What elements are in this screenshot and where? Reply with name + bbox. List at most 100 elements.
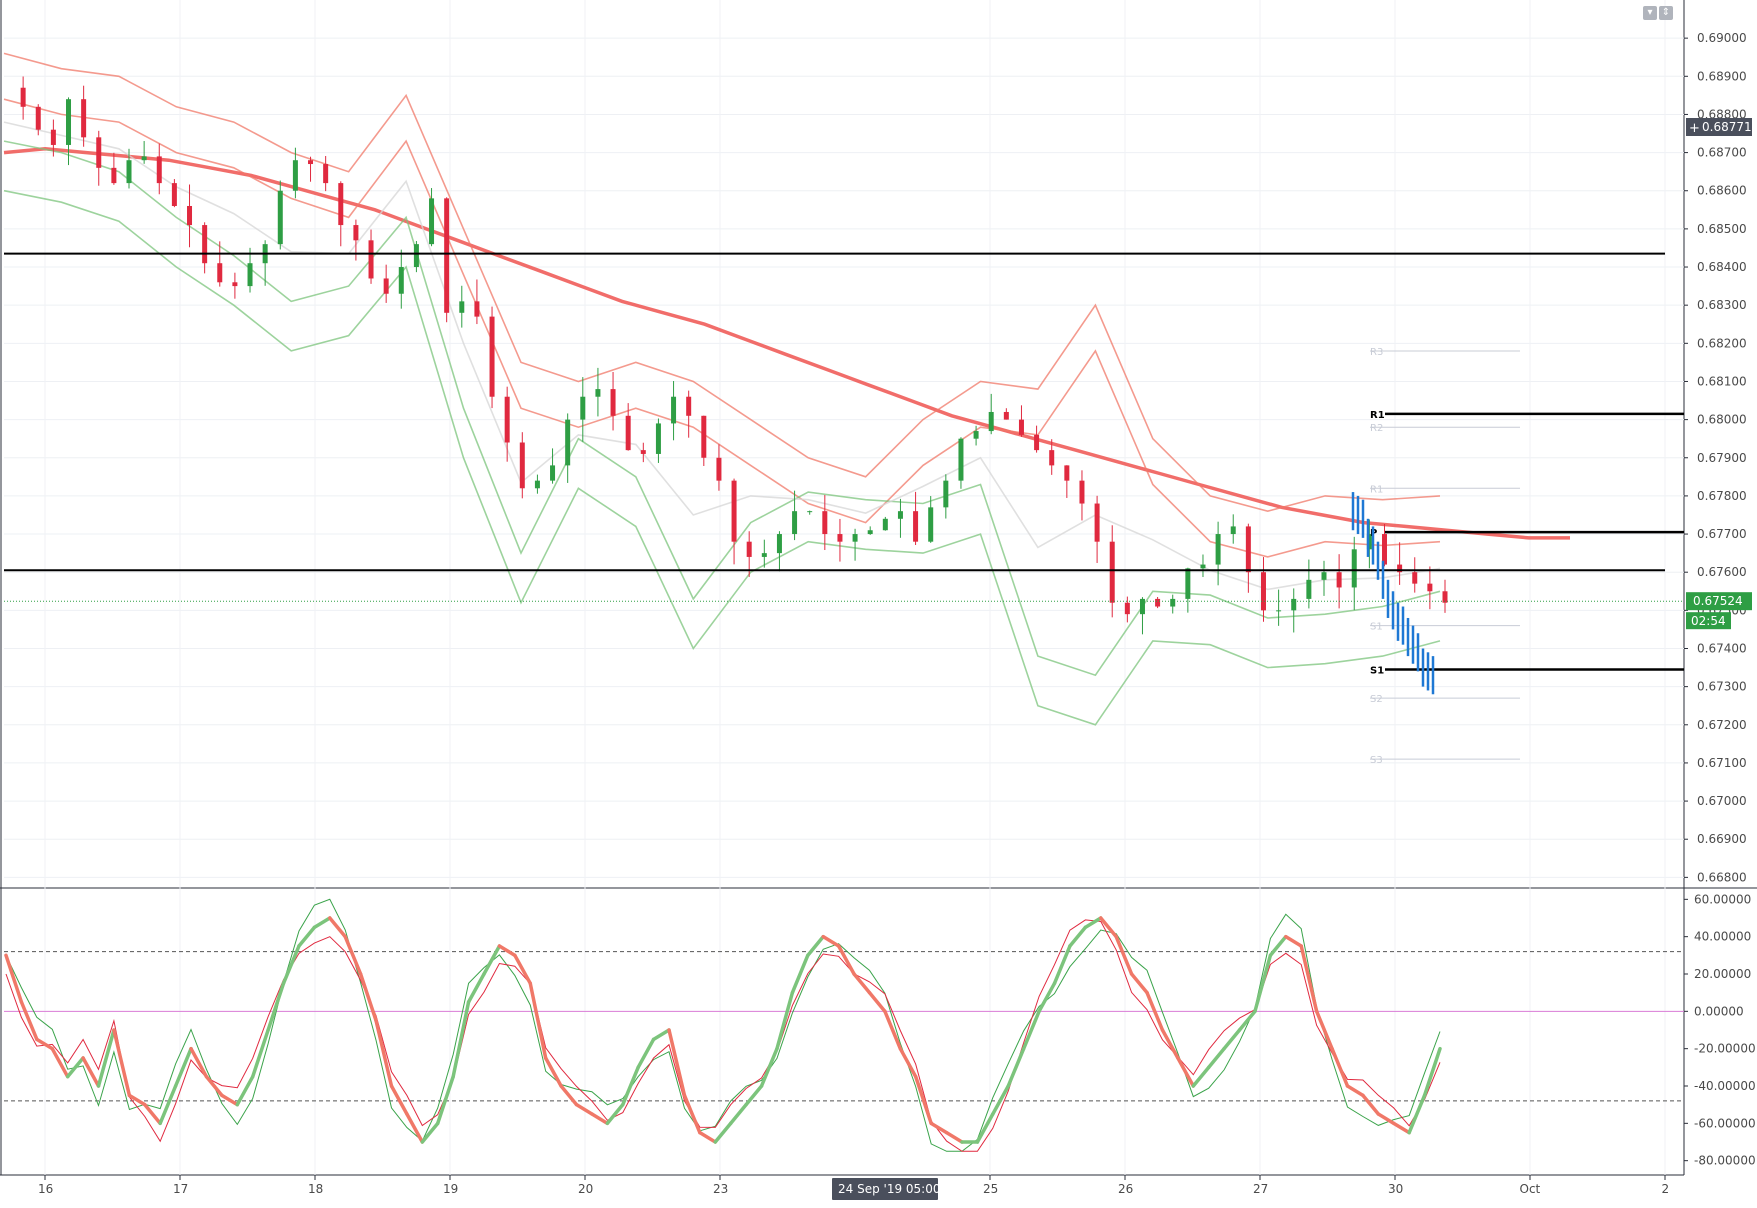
candle-body <box>550 465 556 481</box>
candle-body <box>217 263 223 283</box>
osc-tick-label: 0.00000 <box>1694 1004 1744 1018</box>
candle-body <box>1381 534 1387 565</box>
time-tick-label: 16 <box>38 1182 53 1196</box>
osc-main-segment <box>1006 1046 1026 1088</box>
candle-body <box>1109 541 1115 603</box>
osc-main-segment <box>975 1112 995 1144</box>
candle-body <box>1412 572 1418 584</box>
crosshair-price-label: 0.68771 <box>1702 120 1752 134</box>
last-price-label: 0.67524 <box>1693 594 1743 608</box>
candle-body <box>111 167 117 184</box>
osc-main-segment <box>1114 934 1134 976</box>
osc-main-segment <box>173 1046 193 1088</box>
candle-body <box>776 534 782 554</box>
candle-body <box>1291 598 1297 611</box>
osc-main-segment <box>713 1121 733 1144</box>
candle-body <box>66 99 72 145</box>
osc-main-segment <box>1268 934 1288 958</box>
candle-body <box>792 511 798 535</box>
osc-main-segment <box>759 1046 779 1088</box>
price-tick-label: 0.68300 <box>1697 298 1747 312</box>
osc-main-segment <box>1021 1009 1041 1051</box>
osc-tick-label: 60.00000 <box>1694 892 1751 906</box>
price-tick-label: 0.67400 <box>1697 641 1747 655</box>
candle-body <box>489 316 495 397</box>
candle-body <box>716 457 722 481</box>
price-tick-label: 0.67100 <box>1697 756 1747 770</box>
osc-main-segment <box>281 944 301 986</box>
candle-body <box>852 534 858 542</box>
osc-main-segment <box>806 934 825 958</box>
time-tick-label: 20 <box>578 1182 593 1196</box>
maximize-pane-icon[interactable]: ⇕ <box>1659 6 1673 20</box>
osc-main-segment <box>898 1046 918 1079</box>
candle-body <box>141 156 147 161</box>
candle-body <box>943 480 949 508</box>
osc-main-segment <box>405 1112 425 1144</box>
osc-main-segment <box>651 1028 671 1042</box>
osc-main-segment <box>913 1074 933 1126</box>
candle-body <box>867 530 873 535</box>
osc-main-segment <box>127 1093 147 1107</box>
candle-body <box>1003 411 1009 420</box>
moving-average-200 <box>3 147 1570 540</box>
osc-main-segment <box>1253 953 1273 1014</box>
osc-main-segment <box>605 1102 625 1126</box>
osc-main-segment <box>836 944 856 976</box>
price-tick-label: 0.68100 <box>1697 374 1747 388</box>
candle-body <box>686 396 692 416</box>
candle-body <box>565 419 571 466</box>
time-tick-label: 18 <box>308 1182 323 1196</box>
candle-body <box>1170 598 1176 607</box>
osc-main-segment <box>1129 972 1149 995</box>
candle-body <box>277 190 283 245</box>
osc-tick-label: -80.00000 <box>1694 1154 1756 1168</box>
price-tick-label: 0.67800 <box>1697 489 1747 503</box>
candle-body <box>171 183 177 206</box>
red-band-outer <box>3 52 1441 513</box>
candle-body <box>1094 503 1100 542</box>
osc-main-segment <box>1407 1093 1427 1135</box>
candle-body <box>761 553 767 557</box>
candle-body <box>1124 602 1130 615</box>
osc-main-segment <box>667 1028 687 1098</box>
osc-main-segment <box>698 1130 718 1144</box>
candle-body <box>928 507 934 542</box>
candle-body <box>504 396 510 443</box>
osc-main-segment <box>312 916 332 930</box>
osc-main-segment <box>1099 916 1118 939</box>
osc-tick-label: -40.00000 <box>1694 1079 1756 1093</box>
osc-main-segment <box>4 953 24 1004</box>
osc-main-segment <box>1160 1028 1180 1060</box>
osc-main-segment <box>497 944 517 958</box>
osc-main-segment <box>775 990 795 1051</box>
candle-body <box>1245 526 1251 573</box>
osc-main-segment <box>1176 1056 1196 1088</box>
osc-main-segment <box>728 1102 748 1126</box>
osc-main-segment <box>682 1093 702 1135</box>
price-tick-label: 0.66900 <box>1697 832 1747 846</box>
pivot-faint-label: R3 <box>1370 347 1383 358</box>
osc-main-segment <box>1299 944 1319 1014</box>
time-tick-label: 30 <box>1388 1182 1403 1196</box>
red-band-inner <box>3 98 1441 558</box>
osc-main-segment <box>374 1018 394 1088</box>
candle-body <box>1139 598 1145 615</box>
candle-body <box>35 106 41 130</box>
candles <box>20 76 1448 635</box>
countdown-box <box>1686 612 1731 630</box>
candle-body <box>247 263 253 287</box>
horizontal-levels <box>4 252 1684 602</box>
candle-body <box>746 541 752 557</box>
candle-body <box>1018 419 1024 435</box>
crosshair-price-box <box>1686 118 1752 136</box>
osc-main-segment <box>574 1102 594 1116</box>
osc-tick-label: 40.00000 <box>1694 930 1751 944</box>
candle-body <box>232 282 238 287</box>
osc-main-segment <box>1422 1046 1442 1098</box>
osc-main-segment <box>929 1121 949 1135</box>
candle-body <box>1034 434 1040 451</box>
time-tick-label: 27 <box>1253 1182 1268 1196</box>
collapse-pane-icon[interactable]: ▾ <box>1643 6 1657 20</box>
candle-body <box>1185 568 1191 599</box>
